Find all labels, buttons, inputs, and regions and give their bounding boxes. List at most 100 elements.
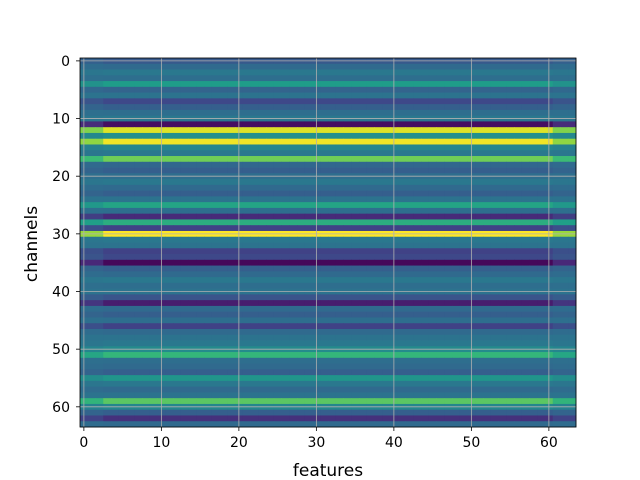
heatmap-cell [211,121,220,128]
heatmap-cell [568,294,577,301]
heatmap-cell [328,294,337,301]
heatmap-cell [95,254,104,261]
heatmap-cell [537,277,546,284]
heatmap-cell [87,271,96,278]
heatmap-cell [103,132,112,140]
heatmap-cell [188,81,197,88]
y-tick-label: 0 [61,54,70,70]
heatmap-cell [428,138,437,145]
heatmap-cell [149,328,158,336]
heatmap-cell [459,190,468,197]
heatmap-cell [111,219,120,226]
heatmap-cell [459,352,468,359]
heatmap-cell [444,334,453,341]
heatmap-cell [506,98,515,105]
heatmap-cell [289,334,298,341]
heatmap-cell [204,156,213,163]
heatmap-cell [366,213,375,220]
heatmap-cell [498,207,507,215]
heatmap-cell [180,259,189,266]
heatmap-cell [281,294,290,301]
heatmap-cell [211,409,220,416]
heatmap-cell [343,121,352,128]
heatmap-cell [560,156,569,163]
heatmap-cell [483,265,492,272]
heatmap-cell [304,357,313,364]
heatmap-cell [118,98,127,105]
heatmap-cell [227,409,236,416]
heatmap-cell [126,86,135,93]
heatmap-cell [506,323,515,330]
heatmap-cell [134,92,143,99]
heatmap-cell [452,380,461,388]
heatmap-cell [328,98,337,105]
heatmap-cell [521,138,530,145]
heatmap-cell [498,161,507,168]
heatmap-cell [165,86,174,93]
heatmap-cell [374,127,383,134]
heatmap-cell [211,421,220,428]
heatmap-cell [521,144,530,151]
heatmap-cell [328,328,337,336]
heatmap-cell [529,271,538,278]
heatmap-cell [134,317,143,324]
heatmap-cell [281,81,290,88]
heatmap-cell [514,386,523,393]
heatmap-cell [188,311,197,318]
heatmap-cell [111,184,120,192]
heatmap-cell [490,161,499,168]
heatmap-cell [521,277,530,284]
heatmap-cell [258,294,267,301]
heatmap-cell [366,392,375,399]
heatmap-cell [452,415,461,422]
heatmap-cell [281,311,290,318]
heatmap-cell [289,323,298,330]
heatmap-cell [188,121,197,128]
heatmap-cell [258,340,267,347]
heatmap-cell [444,167,453,174]
heatmap-cell [413,161,422,168]
heatmap-cell [289,375,298,382]
heatmap-cell [529,409,538,416]
heatmap-cell [266,207,275,215]
heatmap-cell [529,75,538,82]
heatmap-cell [452,196,461,203]
heatmap-cell [111,63,120,70]
heatmap-cell [421,242,430,249]
heatmap-cell [204,63,213,70]
heatmap-cell [366,92,375,99]
heatmap-cell [366,265,375,272]
heatmap-cell [506,305,515,313]
heatmap-cell [459,242,468,249]
heatmap-cell [452,317,461,324]
heatmap-cell [196,81,205,88]
heatmap-cell [490,334,499,341]
heatmap-cell [242,167,251,174]
heatmap-cell [351,138,360,145]
heatmap-cell [188,323,197,330]
heatmap-cell [421,421,430,428]
heatmap-cell [436,265,445,272]
heatmap-cell [521,75,530,82]
heatmap-cell [452,98,461,105]
heatmap-cell [351,277,360,284]
heatmap-cell [304,150,313,157]
heatmap-cell [529,380,538,388]
heatmap-cell [149,259,158,266]
heatmap-cell [204,184,213,192]
heatmap-cell [428,259,437,266]
heatmap-cell [529,138,538,145]
heatmap-cell [304,184,313,192]
heatmap-cell [173,369,182,376]
heatmap-cell [413,109,422,117]
heatmap-cell [444,415,453,422]
heatmap-cell [506,196,515,203]
heatmap-cell [297,300,306,307]
heatmap-cell [366,352,375,359]
heatmap-cell [529,277,538,284]
heatmap-cell [95,219,104,226]
heatmap-cell [428,132,437,140]
heatmap-cell [273,104,282,111]
heatmap-cell [289,369,298,376]
heatmap-cell [498,334,507,341]
